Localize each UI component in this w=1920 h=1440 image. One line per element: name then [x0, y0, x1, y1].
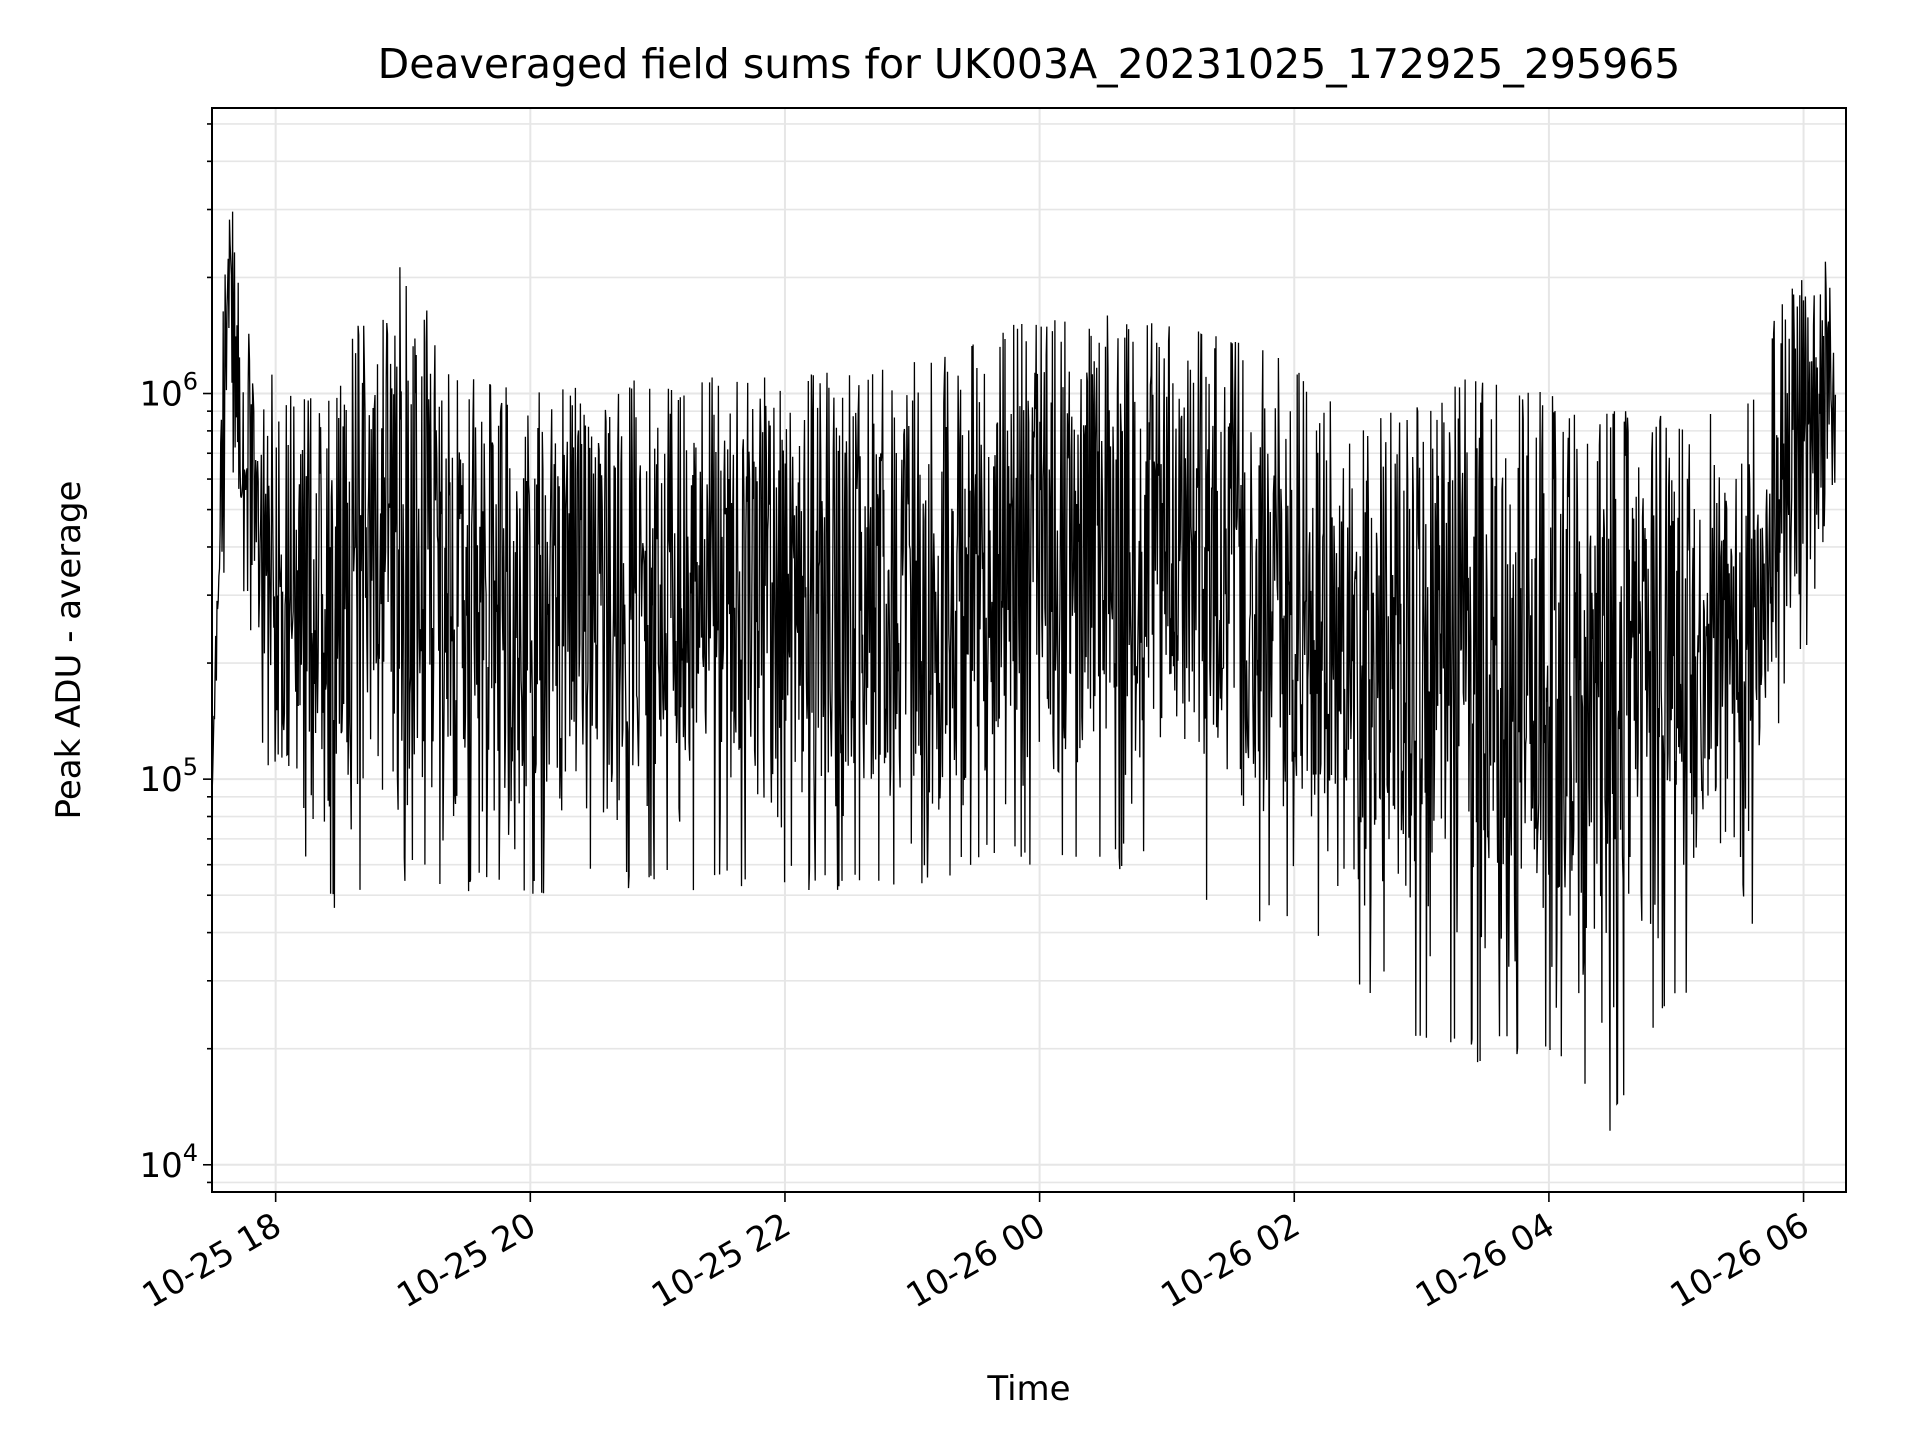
- chart-title: Deaveraged field sums for UK003A_2023102…: [378, 40, 1681, 88]
- plot-frame: [211, 107, 1847, 1193]
- y-tick-label: 104: [139, 1139, 198, 1186]
- y-tick-label: 105: [139, 753, 198, 800]
- series-layer: [211, 211, 1837, 1131]
- y-axis-label: Peak ADU - average: [49, 481, 89, 820]
- y-tick-label: 106: [139, 368, 198, 415]
- tick-layer: [203, 123, 1805, 1202]
- x-axis-label: Time: [986, 1369, 1070, 1409]
- series-line: [211, 211, 1837, 1131]
